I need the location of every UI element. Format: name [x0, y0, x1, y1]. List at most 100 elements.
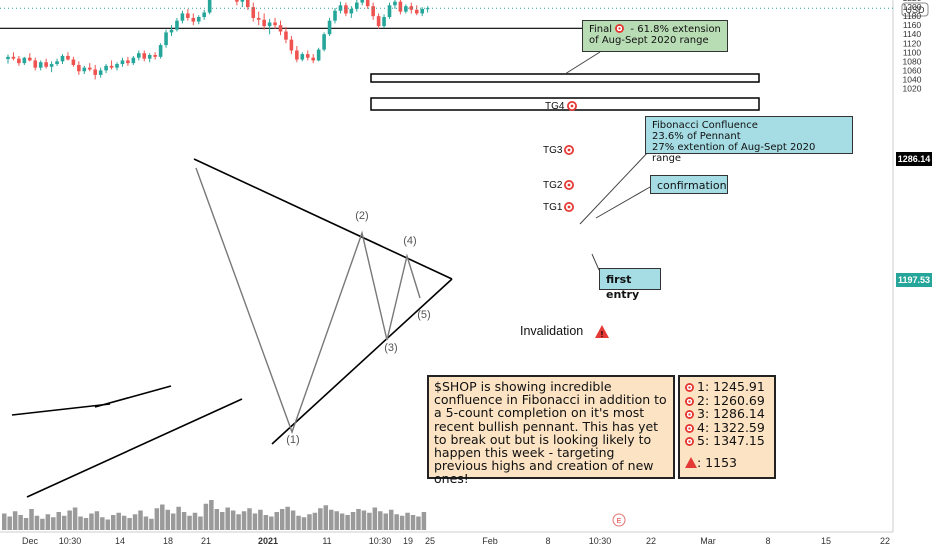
- volume-bar: [361, 510, 367, 530]
- volume-bar: [225, 507, 230, 530]
- x-tick-label: 10:30: [369, 536, 392, 546]
- fib-callout-pointer: [579, 149, 651, 225]
- x-tick-label: Dec: [22, 536, 39, 546]
- volume-bar: [105, 519, 111, 530]
- volume-bar: [209, 500, 214, 530]
- candle-body: [66, 55, 70, 60]
- volume-bar: [329, 509, 334, 530]
- confirmation-callout: confirmation: [650, 175, 728, 194]
- candle-body: [207, 0, 212, 13]
- candle-body: [38, 62, 43, 68]
- final-callout-line1: Final: [589, 24, 613, 35]
- volume-bar: [12, 511, 18, 530]
- x-tick-label: 8: [765, 536, 770, 546]
- volume-bar: [312, 512, 318, 530]
- volume-bar: [89, 513, 94, 530]
- volume-bar: [116, 512, 121, 530]
- volume-bar: [51, 517, 56, 530]
- candle-body: [295, 50, 299, 60]
- mid-trendline: [94, 385, 172, 408]
- first-entry-pointer: [591, 253, 600, 271]
- volume-bar: [383, 513, 388, 530]
- y-tick-label: 1180: [903, 11, 922, 21]
- fib-confluence-line1: Fibonacci Confluence: [652, 120, 758, 131]
- volume-bar: [410, 515, 416, 530]
- candle-body: [82, 67, 87, 72]
- volume-bar: [132, 514, 138, 530]
- volume-bar: [2, 513, 7, 530]
- volume-bar: [165, 509, 170, 530]
- fib-confluence-line3: 27% extention of Aug-Sept 2020 range: [652, 142, 816, 164]
- final-target-callout: Final - 61.8% extension of Aug-Sept 2020…: [582, 20, 728, 52]
- fib-list-item: 3: 1286.14: [685, 407, 769, 421]
- first-entry-callout: first entry: [599, 268, 661, 301]
- candle-body: [262, 19, 266, 27]
- candle-body: [11, 56, 16, 59]
- candle-body: [404, 6, 408, 12]
- level-1286-tag: 1286.14: [896, 152, 932, 166]
- target-icon: [685, 410, 694, 419]
- target-icon-center: [567, 205, 571, 209]
- volume-bar: [187, 515, 192, 530]
- wave-label: (1): [286, 434, 299, 446]
- last-price-tag: 1197.53: [896, 273, 932, 287]
- candle-body: [256, 17, 261, 20]
- invalidation-label: Invalidation: [520, 324, 583, 338]
- x-tick-label: 11: [322, 536, 331, 546]
- final-callout-line1b: - 61.8% extension: [627, 24, 721, 35]
- wave-label: (2): [355, 210, 368, 222]
- x-tick-label: 19: [403, 536, 413, 546]
- y-tick-label: 1120: [903, 38, 922, 48]
- volume-bar: [241, 511, 247, 530]
- candle-body: [409, 6, 414, 10]
- candle-body: [327, 20, 332, 35]
- candle-body: [33, 60, 38, 68]
- candle-body: [273, 22, 277, 26]
- warning-icon: [685, 456, 697, 468]
- volume-bar: [301, 517, 307, 530]
- volume-bar: [388, 509, 394, 530]
- currency-badge: [901, 2, 929, 17]
- candle-body: [344, 5, 348, 14]
- target-icon: [685, 437, 694, 446]
- candle-body: [126, 60, 130, 64]
- volume-bar: [279, 509, 285, 530]
- candle-body: [180, 13, 185, 21]
- target-icon: [685, 396, 694, 406]
- candle-body: [355, 2, 359, 9]
- volume-bar: [23, 518, 29, 530]
- tg3-label: TG3: [543, 145, 563, 156]
- candle-body: [202, 12, 206, 18]
- volume-bar: [263, 515, 269, 530]
- candle-body: [158, 45, 163, 57]
- volume-bar: [192, 512, 198, 530]
- candle-body: [278, 25, 283, 32]
- x-tick-label: 18: [163, 536, 173, 546]
- volume-bar: [111, 515, 116, 530]
- volume-bar: [334, 511, 339, 530]
- confirmation-label: confirmation: [657, 179, 727, 192]
- volume-bar: [143, 516, 149, 530]
- candle-body: [371, 6, 375, 17]
- y-tick-label: 1200: [903, 2, 922, 12]
- candle-body: [360, 0, 365, 3]
- volume-bar: [40, 518, 45, 530]
- volume-bar: [236, 514, 241, 530]
- target-icon: [685, 423, 694, 433]
- volume-bar: [214, 509, 220, 530]
- early-upper-trendline: [11, 403, 111, 416]
- volume-bar: [323, 505, 329, 530]
- volume-bar: [274, 512, 279, 530]
- candle-body: [246, 0, 250, 8]
- candle-body: [175, 20, 179, 30]
- target-icon: [615, 24, 625, 33]
- candle-body: [164, 32, 168, 46]
- candle-body: [191, 17, 196, 22]
- candle-body: [104, 65, 108, 71]
- target-zone-final: [370, 73, 760, 83]
- x-tick-label: 22: [646, 536, 656, 546]
- candle-body: [289, 39, 294, 51]
- candle-body: [387, 5, 392, 18]
